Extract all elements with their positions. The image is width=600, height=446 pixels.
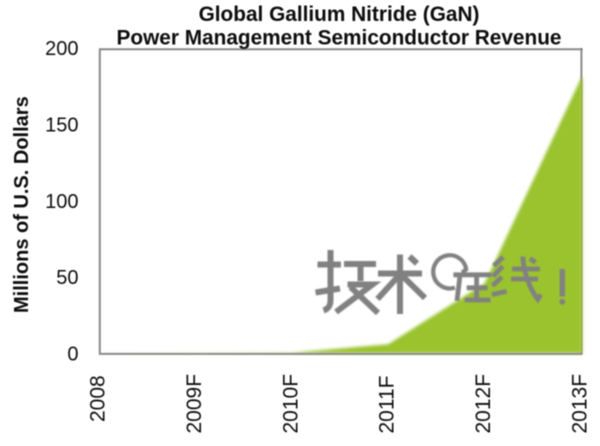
svg-text:200: 200 [45,38,78,60]
svg-text:100: 100 [45,191,78,213]
svg-text:Millions of U.S. Dollars: Millions of U.S. Dollars [11,96,33,313]
svg-text:2011F: 2011F [376,376,399,434]
svg-text:150: 150 [45,115,78,137]
svg-text:2013F: 2013F [569,374,592,434]
svg-text:Global Gallium Nitride (GaN): Global Gallium Nitride (GaN) [199,3,480,26]
svg-text:Power Management Semiconductor: Power Management Semiconductor Revenue [117,26,562,49]
svg-text:2008: 2008 [87,375,110,422]
svg-text:2010F: 2010F [279,374,302,434]
svg-text:2009F: 2009F [183,374,206,434]
svg-text:0: 0 [67,343,78,365]
svg-text:2012F: 2012F [472,374,495,434]
svg-text:50: 50 [56,267,78,289]
